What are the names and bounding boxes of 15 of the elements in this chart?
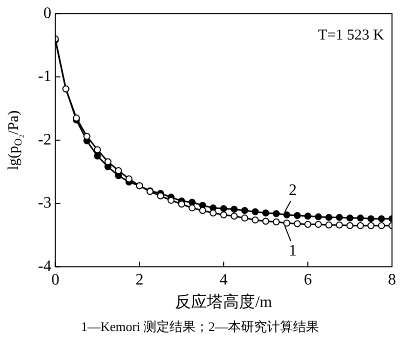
y-axis-title: lg(pO₂/Pa): [6, 110, 24, 170]
x-axis-title: 反应塔高度/m: [175, 293, 273, 312]
legend-label: 1: [288, 242, 297, 260]
annotation: T=1 523 K: [318, 28, 384, 44]
x-tick-label: 6: [304, 272, 312, 289]
y-tick-label: -2: [38, 131, 52, 148]
y-tick-label: -4: [38, 258, 52, 276]
x-tick-label: 8: [388, 272, 396, 289]
text: 1—Kemori 测定结果；2—本研究计算结果: [80, 318, 320, 336]
x-tick-label: 4: [220, 272, 228, 289]
y-tick-label: -1: [38, 68, 52, 86]
y-tick-label: 0: [43, 4, 52, 22]
series-label: 2: [288, 182, 297, 200]
x-tick-label: 2: [135, 272, 144, 289]
y-tick-label: -3: [38, 194, 52, 212]
